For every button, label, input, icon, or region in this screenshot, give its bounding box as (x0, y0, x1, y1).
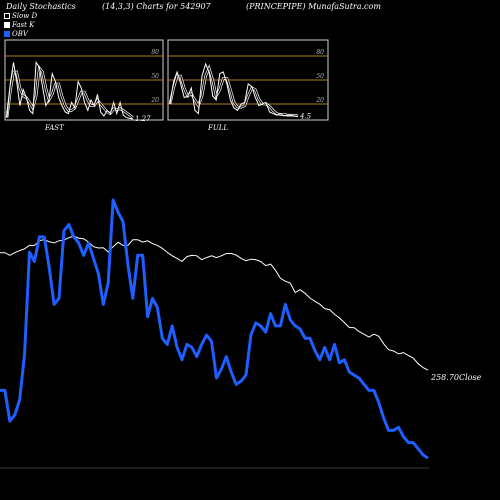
fast-slow-d-line-inner (6, 66, 134, 119)
close-label: 258.70Close (430, 373, 482, 382)
legend-fast-k: Fast K (4, 21, 34, 29)
full-last-value: 4.5 (299, 112, 312, 120)
legend-swatch-fast-k (4, 22, 10, 28)
fast-fast-k-line (6, 60, 134, 120)
legend-swatch-obv (4, 31, 10, 37)
legend-label-slow-d: Slow D (12, 12, 38, 20)
chart-params: (14,3,3) Charts for 542907 (102, 2, 211, 11)
fast-level-label-50: 50 (151, 73, 159, 80)
full-level-label-80: 80 (316, 49, 324, 56)
fast-level-label-80: 80 (151, 49, 159, 56)
full-fast-k-line (169, 62, 299, 117)
full-slow-d-line-inner (169, 66, 299, 117)
legend-label-fast-k: Fast K (12, 21, 35, 29)
legend-obv: OBV (4, 30, 28, 38)
chart-symbol: (PRINCEPIPE) MunafaSutra.com (246, 2, 381, 11)
obv-line (0, 198, 429, 460)
fast-level-label-20: 20 (150, 97, 159, 104)
close-price-line (0, 235, 429, 371)
fast-panel-label: FAST (45, 124, 64, 132)
full-panel-label: FULL (208, 124, 229, 132)
full-level-label-50: 50 (316, 73, 324, 80)
fast-last-value: 1.27 (135, 115, 151, 123)
legend-swatch-slow-d (4, 13, 10, 19)
legend-label-obv: OBV (12, 30, 28, 38)
legend-slow-d: Slow D (4, 12, 37, 20)
full-level-label-20: 20 (315, 97, 324, 104)
chart-title: Daily Stochastics (6, 2, 76, 11)
